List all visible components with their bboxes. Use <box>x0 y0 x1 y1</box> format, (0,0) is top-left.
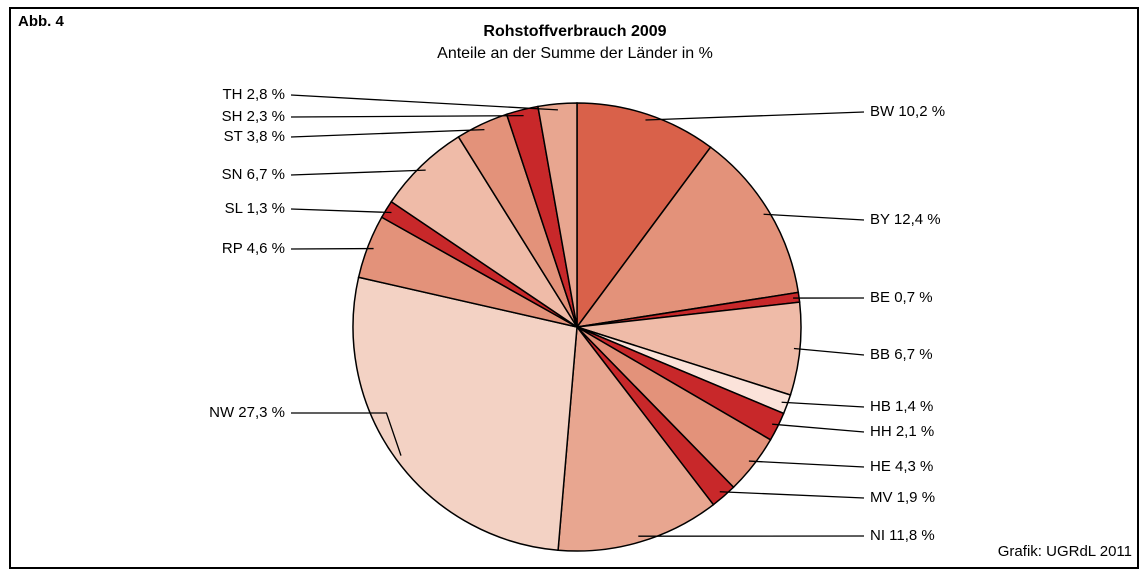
pie-slice <box>557 325 715 552</box>
slice-value-label: 0,7 % <box>894 289 932 306</box>
slice-value-label: 12,4 % <box>894 211 941 228</box>
leader-line <box>290 208 392 214</box>
slice-label: HH 2,1 % <box>870 423 934 440</box>
leader-line <box>781 401 865 408</box>
slice-category: SN <box>222 166 243 183</box>
pie-slice <box>537 102 578 328</box>
chart-subtitle: Anteile an der Summe der Länder in % <box>437 45 713 62</box>
slice-label: TH 2,8 % <box>222 86 285 103</box>
leader-line <box>290 114 524 118</box>
slice-label: BY 12,4 % <box>870 211 941 228</box>
chart-title: Rohstoffverbrauch 2009 <box>483 23 666 40</box>
slice-value-label: 2,3 % <box>247 108 285 125</box>
slice-value-label: 2,8 % <box>247 86 285 103</box>
leader-line <box>719 491 865 499</box>
slice-value-label: 6,7 % <box>894 346 932 363</box>
slice-value-label: 4,6 % <box>247 240 285 257</box>
pie-slice <box>352 276 578 552</box>
leader-line <box>645 111 865 121</box>
slice-value-label: 11,8 % <box>889 527 935 544</box>
slice-category: BY <box>870 211 890 228</box>
slice-label: SH 2,3 % <box>222 108 285 125</box>
source: Grafik: UGRdL 2011 <box>998 543 1132 560</box>
slice-label: SN 6,7 % <box>222 166 285 183</box>
slice-category: BW <box>870 103 895 120</box>
slice-value-label: 6,7 % <box>247 166 285 183</box>
slice-value-label: 1,3 % <box>247 200 285 217</box>
slice-category: ST <box>224 128 243 145</box>
leader-line <box>793 347 865 356</box>
leader-line <box>290 94 558 111</box>
leader-line <box>291 412 402 456</box>
slice-value-label: 3,8 % <box>247 128 285 145</box>
slice-value-label: 1,9 % <box>897 489 935 506</box>
slice-category: TH <box>222 86 242 103</box>
leader-line <box>290 169 426 176</box>
slice-category: RP <box>222 240 243 257</box>
pie-slice <box>576 102 712 330</box>
slice-label: BB 6,7 % <box>870 346 933 363</box>
slice-value-label: 10,2 % <box>898 103 945 120</box>
figure-label: Abb. 4 <box>18 13 64 30</box>
slice-label: BE 0,7 % <box>870 289 933 306</box>
slice-label: HB 1,4 % <box>870 398 933 415</box>
leader-line <box>772 423 865 433</box>
slice-category: NW <box>209 404 235 421</box>
slice-label: ST 3,8 % <box>224 128 285 145</box>
slice-category: BB <box>870 346 890 363</box>
slice-label: HE 4,3 % <box>870 458 933 475</box>
pie-slice <box>575 146 800 329</box>
leader-line <box>290 128 485 138</box>
leader-line <box>748 460 865 468</box>
slice-category: MV <box>870 489 893 506</box>
slice-label: SL 1,3 % <box>225 200 285 217</box>
slice-category: SH <box>222 108 243 125</box>
slice-category: HH <box>870 423 892 440</box>
slice-label: NI 11,8 % <box>870 527 935 544</box>
slice-value-label: 4,3 % <box>895 458 933 475</box>
leader-line <box>763 213 865 221</box>
slice-label: BW 10,2 % <box>870 103 945 120</box>
slice-label: MV 1,9 % <box>870 489 935 506</box>
slice-category: NI <box>870 527 885 544</box>
slice-label: NW 27,3 % <box>209 404 285 421</box>
slice-value-label: 27,3 % <box>238 404 285 421</box>
slice-label: RP 4,6 % <box>222 240 285 257</box>
slice-category: BE <box>870 289 890 306</box>
slice-category: HE <box>870 458 891 475</box>
slice-value-label: 1,4 % <box>895 398 933 415</box>
slice-value-label: 2,1 % <box>896 423 934 440</box>
slice-category: SL <box>225 200 243 217</box>
slice-category: HB <box>870 398 891 415</box>
